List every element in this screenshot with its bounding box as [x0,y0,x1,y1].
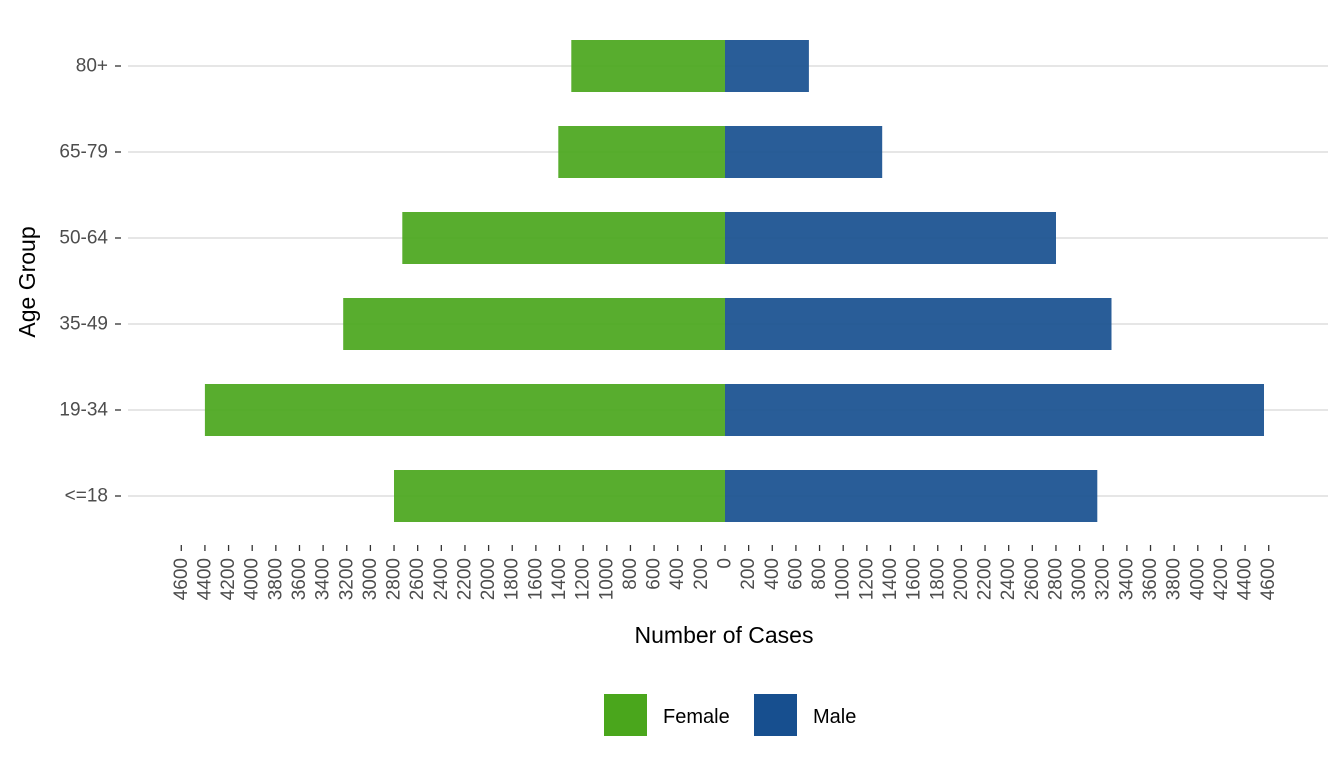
x-tick-label: 4400 [194,558,215,600]
x-tick-label: 3200 [1093,558,1114,600]
x-tick-label: 4000 [242,558,263,600]
x-tick-label: 4400 [1235,558,1256,600]
x-tick-label: 400 [762,558,783,590]
x-tick-label: 1200 [856,558,877,600]
x-tick-label: 3000 [1069,558,1090,600]
bar-female-35-49 [343,298,725,350]
x-tick-label: 1000 [833,558,854,600]
bars [204,40,1264,522]
x-tick-label: 2000 [478,558,499,600]
x-axis-title: Number of Cases [635,622,814,648]
y-tick-label: 19-34 [59,400,108,421]
y-axis-title: Age Group [14,226,40,337]
x-tick-label: 4600 [171,558,192,600]
x-tick-label: 800 [620,558,641,590]
x-tick-label: 2600 [407,558,428,600]
y-tick-label: 50-64 [59,228,108,249]
x-tick-label: 4000 [1187,558,1208,600]
x-tick-label: 4200 [218,558,239,600]
bar-male-35-49 [725,298,1112,350]
x-tick-label: 3600 [1140,558,1161,600]
x-tick-label: 0 [715,558,736,569]
y-tick-label: 80+ [76,56,108,77]
x-tick-label: 3400 [313,558,334,600]
x-tick-label: 2400 [998,558,1019,600]
x-tick-label: 4600 [1258,558,1279,600]
x-tick-label: 3200 [336,558,357,600]
x-tick-label: 3800 [1164,558,1185,600]
x-tick-label: 3600 [289,558,310,600]
y-tick-label: 65-79 [59,142,108,163]
bar-male-65-79 [725,126,883,178]
x-tick-label: 2200 [455,558,476,600]
x-tick-label: 400 [667,558,688,590]
bar-male-19-34 [725,384,1264,436]
x-tick-label: 1000 [596,558,617,600]
bar-female-50-64 [402,212,725,264]
x-tick-label: 2200 [975,558,996,600]
y-axis-ticks: <=18 19-34 35-49 50-64 65-79 80+ [59,56,121,507]
x-tick-label: 1800 [927,558,948,600]
bar-male-80+ [725,40,809,92]
legend: Female Male [604,694,856,736]
legend-swatch-male [754,694,797,736]
x-tick-label: 1400 [880,558,901,600]
bar-male-50-64 [725,212,1056,264]
legend-swatch-female [604,694,647,736]
x-tick-label: 1200 [573,558,594,600]
bar-female-<=18 [394,470,725,522]
x-tick-label: 2800 [384,558,405,600]
x-tick-label: 2600 [1022,558,1043,600]
x-axis-ticks: 4600 4400 4200 4000 3800 3600 3400 3200 3000 2800… [171,545,1279,600]
x-tick-label: 600 [785,558,806,590]
x-tick-label: 1600 [525,558,546,600]
bar-female-19-34 [204,384,725,436]
x-tick-label: 200 [691,558,712,590]
bar-male-<=18 [725,470,1098,522]
x-tick-label: 3000 [360,558,381,600]
x-tick-label: 3800 [265,558,286,600]
x-tick-label: 600 [644,558,665,590]
x-tick-label: 200 [738,558,759,590]
bar-female-80+ [571,40,725,92]
legend-label-male: Male [813,706,856,728]
legend-label-female: Female [663,706,730,728]
x-tick-label: 2400 [431,558,452,600]
x-tick-label: 2800 [1046,558,1067,600]
x-tick-label: 1800 [502,558,523,600]
x-tick-label: 1400 [549,558,570,600]
bar-female-65-79 [558,126,725,178]
x-tick-label: 1600 [904,558,925,600]
x-tick-label: 3400 [1116,558,1137,600]
x-tick-label: 2000 [951,558,972,600]
y-tick-label: 35-49 [59,314,108,335]
x-tick-label: 4200 [1211,558,1232,600]
y-tick-label: <=18 [65,486,108,507]
x-tick-label: 800 [809,558,830,590]
